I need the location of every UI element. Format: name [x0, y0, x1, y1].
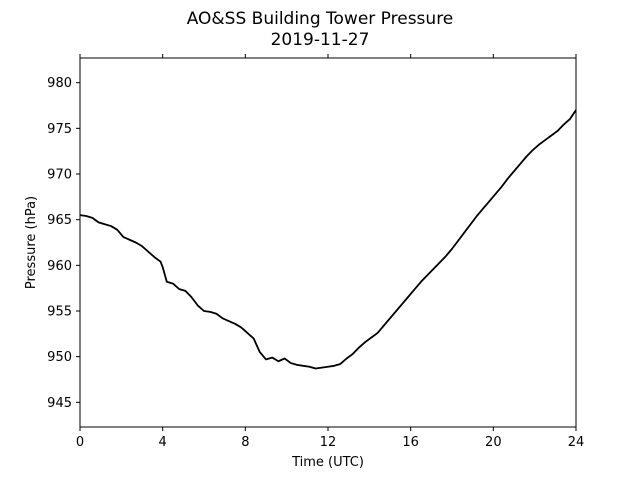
y-axis-label: Pressure (hPa) — [24, 196, 39, 289]
chart-title: AO&SS Building Tower Pressure — [187, 9, 454, 29]
y-tick-label: 965 — [47, 213, 72, 228]
pressure-series-line — [79, 109, 577, 370]
x-tick-label: 8 — [241, 435, 249, 450]
x-tick-label: 12 — [320, 435, 337, 450]
y-tick-label: 980 — [47, 76, 72, 91]
y-tick-label: 945 — [47, 396, 72, 411]
x-axis-label: Time (UTC) — [291, 455, 364, 470]
y-tick-label: 970 — [47, 167, 72, 182]
y-tick-label: 950 — [47, 350, 72, 365]
chart-subtitle: 2019-11-27 — [271, 30, 370, 50]
y-tick-label: 960 — [47, 259, 72, 274]
y-tick-label: 955 — [47, 305, 72, 320]
x-tick-label: 16 — [402, 435, 419, 450]
x-tick-label: 24 — [568, 435, 585, 450]
plot-frame — [79, 57, 577, 428]
x-axis: 0 4 8 12 16 20 24 — [76, 54, 584, 450]
x-tick-label: 4 — [159, 435, 167, 450]
x-tick-label: 20 — [485, 435, 502, 450]
x-tick-label: 0 — [76, 435, 84, 450]
y-axis: 945 950 955 960 965 970 975 980 — [47, 76, 80, 411]
y-tick-label: 975 — [47, 122, 72, 137]
